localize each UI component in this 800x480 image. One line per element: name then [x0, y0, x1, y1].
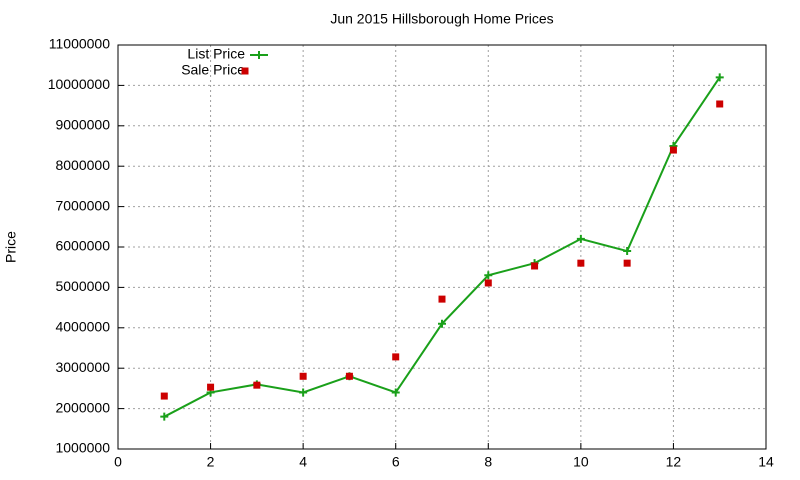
y-tick-label: 7000000: [55, 197, 110, 213]
y-tick-label: 3000000: [55, 359, 110, 375]
point: [623, 247, 632, 256]
point: [345, 372, 353, 380]
x-tick-label: 0: [114, 454, 122, 470]
x-tick-label: 10: [573, 454, 589, 470]
point: [207, 383, 215, 391]
point: [577, 259, 585, 267]
point: [391, 388, 400, 397]
point: [484, 279, 492, 287]
y-axis-label: Price: [3, 231, 19, 263]
point: [484, 271, 493, 280]
point: [715, 73, 724, 82]
point: [392, 353, 400, 361]
y-tick-label: 9000000: [55, 117, 110, 133]
legend-marker: [255, 51, 263, 59]
point: [299, 388, 308, 397]
x-tick-label: 12: [666, 454, 682, 470]
y-tick-label: 5000000: [55, 278, 110, 294]
point: [160, 392, 168, 400]
x-tick-label: 6: [392, 454, 400, 470]
y-tick-label: 10000000: [48, 76, 111, 92]
y-tick-label: 6000000: [55, 238, 110, 254]
x-tick-label: 2: [207, 454, 215, 470]
legend-label: List Price: [187, 46, 245, 62]
y-tick-label: 11000000: [49, 36, 110, 52]
point: [253, 381, 261, 389]
y-tick-label: 8000000: [55, 157, 110, 173]
point: [576, 234, 585, 243]
series-line: [163, 76, 721, 418]
point: [438, 319, 446, 328]
y-tick-label: 2000000: [55, 399, 110, 415]
x-tick-label: 8: [484, 454, 492, 470]
point: [669, 146, 677, 154]
plot-frame: [117, 44, 767, 450]
legend-marker: [241, 67, 249, 75]
y-tick-label: 1000000: [55, 440, 110, 456]
y-tick-label: 4000000: [55, 319, 110, 335]
point: [716, 100, 724, 108]
point: [438, 295, 446, 303]
point: [160, 412, 169, 421]
point: [299, 372, 307, 380]
legend-label: Sale Price: [181, 62, 245, 78]
x-tick-label: 4: [299, 454, 307, 470]
chart-title: Jun 2015 Hillsborough Home Prices: [330, 11, 553, 27]
point: [531, 262, 539, 270]
x-tick-label: 14: [758, 454, 774, 470]
point: [623, 259, 631, 267]
